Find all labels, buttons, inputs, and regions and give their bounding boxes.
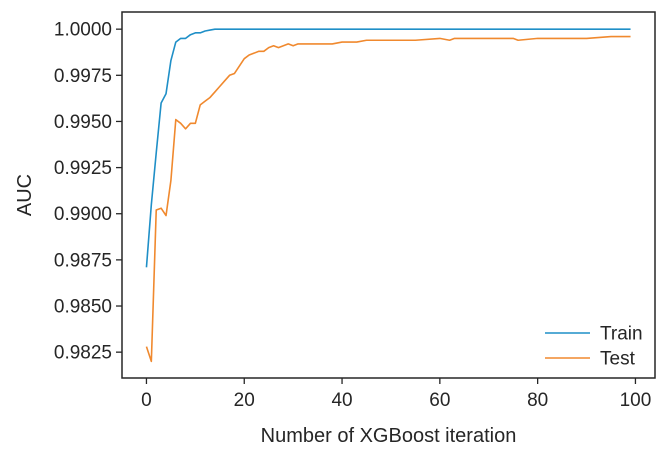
x-axis-ticks: 0 20 40 60 80 100 [141,378,651,411]
y-axis-label: AUC [14,174,36,216]
series-line-test [145,35,631,363]
y-tick-label: 0.9850 [54,297,112,318]
x-tick-label: 60 [429,390,450,411]
x-tick-label: 0 [141,390,152,411]
x-tick-label: 20 [234,390,255,411]
y-tick-label: 0.9975 [54,66,112,87]
x-tick-label: 40 [331,390,352,411]
plot-area-frame [121,11,656,379]
x-axis-label: Number of XGBoost iteration [261,425,517,447]
y-tick-label: 0.9875 [54,250,112,271]
y-tick-label: 0.9825 [54,343,112,364]
y-tick-label: 0.9900 [54,204,112,225]
y-tick-label: 0.9925 [54,158,112,179]
y-axis-ticks: 0.9825 0.9850 0.9875 0.9900 0.9925 0.9950 0.99… [54,20,122,364]
y-tick-label: 1.0000 [54,20,112,41]
legend-test-label: Test [600,349,636,370]
legend-train-label: Train [600,324,643,345]
x-tick-label: 80 [527,390,548,411]
x-tick-label: 100 [620,390,652,411]
series-line-train [145,28,631,268]
y-tick-label: 0.9950 [54,112,112,133]
legend: Train Test [545,324,643,370]
series-lines [145,28,631,363]
